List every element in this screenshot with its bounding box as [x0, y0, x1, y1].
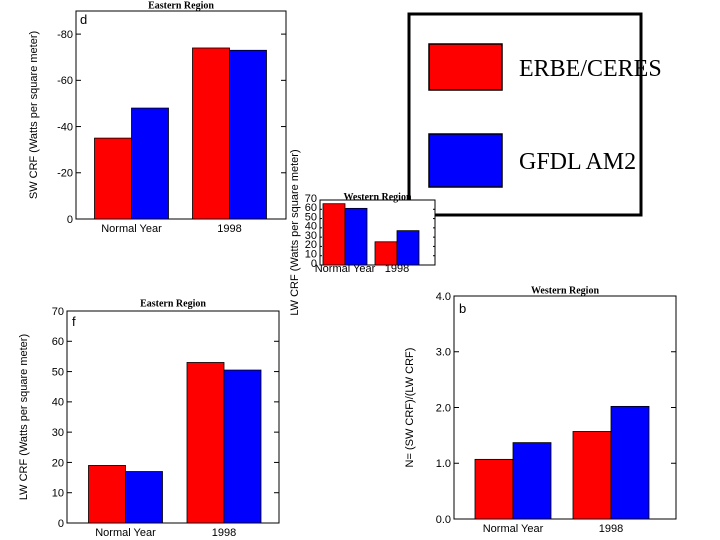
- x-tick-label: Normal Year: [95, 527, 156, 539]
- y-tick-label: 10: [52, 488, 64, 500]
- legend: ERBE/CERES GFDL AM2: [407, 12, 662, 217]
- bar-erbe-ceres-1: [572, 431, 612, 520]
- panel-letter: f: [72, 314, 76, 329]
- chart-f: Eastern Region f 0 10 20 30 40 50 60 70 LW CRF (Wa…: [18, 299, 280, 539]
- bar-gfdl-am2-1: [223, 369, 262, 524]
- y-tick-label: 30: [305, 230, 317, 242]
- bar-gfdl-am2-1: [396, 230, 420, 266]
- bar-erbe-ceres-0: [88, 465, 126, 524]
- y-tick-label: 10: [305, 248, 317, 260]
- y-tick-label: 40: [52, 397, 64, 409]
- bar-erbe-ceres-0: [322, 203, 346, 266]
- bar-erbe-ceres-1: [374, 241, 398, 266]
- y-tick-label: -60: [57, 75, 73, 87]
- x-tick-label: Normal Year: [483, 523, 544, 535]
- y-tick-label: 60: [52, 336, 64, 348]
- y-axis-label: N= (SW CRF)/(LW CRF): [404, 348, 416, 468]
- y-axis-label: LW CRF (Watts per square meter): [289, 149, 301, 315]
- bar-gfdl-am2-0: [344, 207, 368, 266]
- legend-label-erbe-ceres: ERBE/CERES: [519, 56, 662, 82]
- bar-gfdl-am2-1: [610, 405, 650, 520]
- bar-gfdl-am2-0: [125, 471, 163, 524]
- y-tick-label: 0: [311, 258, 317, 270]
- y-tick-label: 1.0: [436, 458, 451, 470]
- y-tick-label: 0: [58, 518, 64, 530]
- y-tick-label: 2.0: [436, 402, 451, 414]
- y-tick-label: 4.0: [436, 291, 451, 303]
- y-tick-label: -80: [57, 29, 73, 41]
- x-tick-label: 1998: [217, 223, 241, 235]
- y-axis-label: SW CRF (Watts per square meter): [28, 31, 40, 199]
- x-tick-label: Normal Year: [315, 263, 376, 275]
- y-tick-label: 0: [67, 214, 73, 226]
- y-tick-label: 20: [52, 457, 64, 469]
- chart-d: Eastern Region d 0 -20 -40 -60 -80 SW CRF (Watt…: [28, 1, 287, 235]
- bar-gfdl-am2-0: [131, 107, 169, 220]
- y-tick-label: 70: [52, 306, 64, 318]
- bar-erbe-ceres-1: [192, 47, 230, 220]
- y-tick-label: 50: [305, 211, 317, 223]
- chart-title: Western Region: [343, 192, 411, 203]
- legend-label-gfdl-am2: GFDL AM2: [519, 149, 636, 175]
- y-tick-label: 0.0: [436, 514, 451, 526]
- x-tick-label: Normal Year: [101, 223, 162, 235]
- bar-erbe-ceres-0: [94, 137, 132, 220]
- bar-gfdl-am2-0: [512, 442, 552, 520]
- y-tick-label: -20: [57, 168, 73, 180]
- bar-erbe-ceres-1: [186, 362, 225, 524]
- y-tick-label: 60: [305, 202, 317, 214]
- y-tick-label: 50: [52, 366, 64, 378]
- x-tick-label: 1998: [212, 527, 236, 539]
- x-tick-label: 1998: [385, 263, 409, 275]
- panel-letter: d: [80, 12, 87, 27]
- bar-gfdl-am2-1: [229, 49, 267, 220]
- y-tick-label: 30: [52, 427, 64, 439]
- panel-letter: b: [459, 301, 466, 316]
- y-tick-label: 20: [305, 239, 317, 251]
- y-tick-label: 3.0: [436, 347, 451, 359]
- x-tick-label: 1998: [599, 523, 623, 535]
- chart-title: Western Region: [531, 286, 599, 297]
- chart-title: Eastern Region: [148, 1, 214, 12]
- legend-swatch-gfdl-am2: [428, 133, 503, 188]
- legend-swatch-erbe-ceres: [428, 43, 503, 91]
- y-tick-label: 70: [305, 193, 317, 205]
- y-tick-label: 40: [305, 221, 317, 233]
- y-axis-label: LW CRF (Watts per square meter): [18, 334, 30, 500]
- y-tick-label: -40: [57, 121, 73, 133]
- chart-b: Western Region b 0.0 1.0 2.0 3.0 4.0 N= (SW CRF…: [404, 286, 677, 535]
- chart-title: Eastern Region: [140, 299, 206, 310]
- bar-erbe-ceres-0: [474, 458, 514, 520]
